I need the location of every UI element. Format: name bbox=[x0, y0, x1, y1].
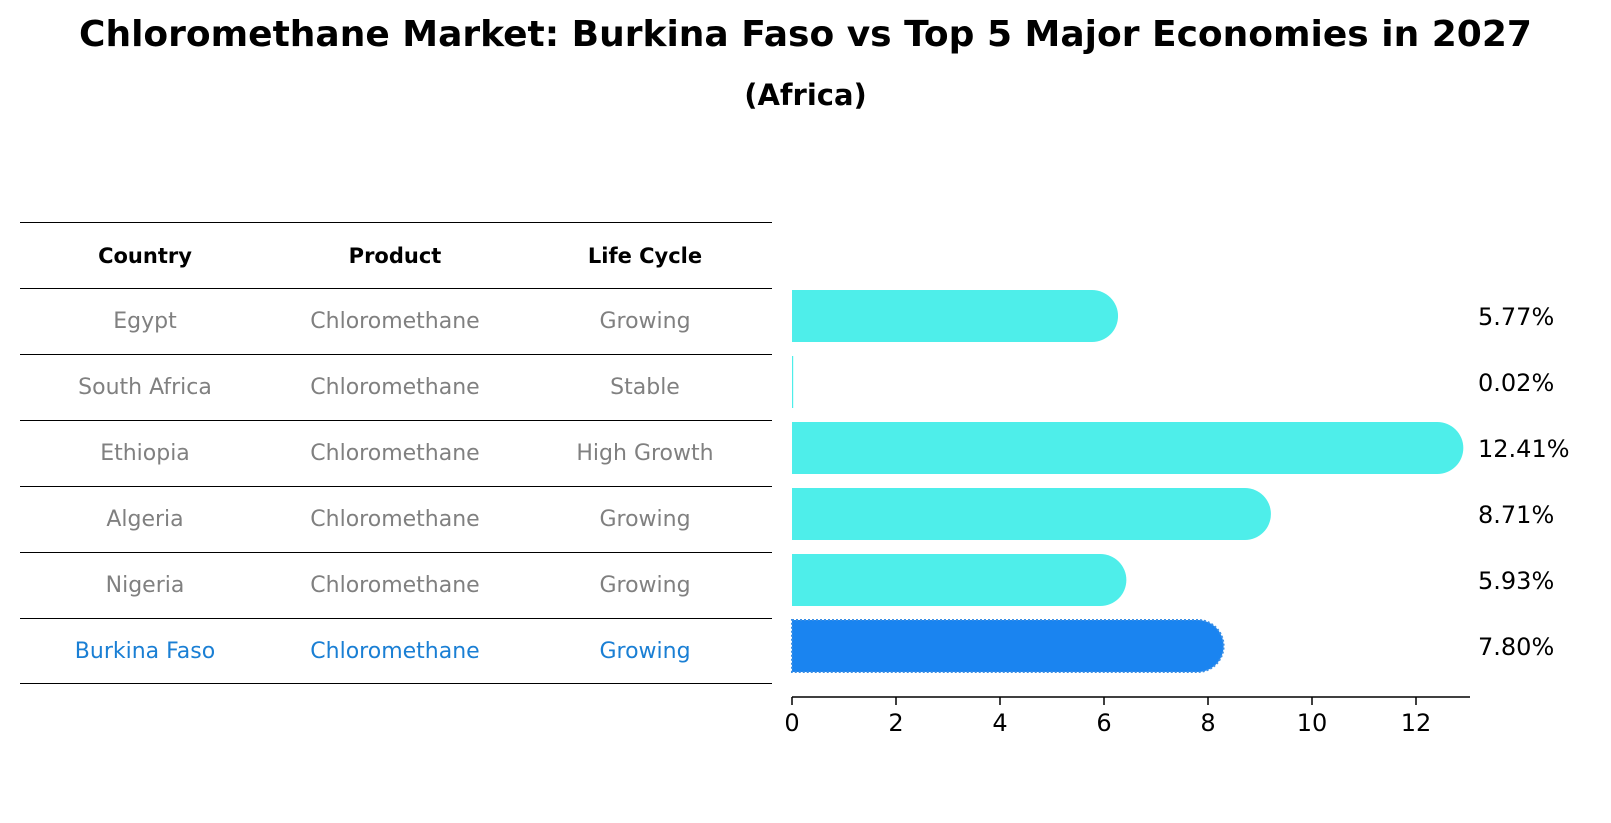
value-label: 12.41% bbox=[1478, 435, 1570, 463]
cell-product: Chloromethane bbox=[310, 375, 480, 400]
table-row: Ethiopia Chloromethane High Growth bbox=[20, 420, 772, 486]
value-label: 5.77% bbox=[1478, 303, 1554, 331]
bar bbox=[792, 290, 1119, 342]
cell-country: South Africa bbox=[78, 375, 212, 400]
cell-country: Burkina Faso bbox=[74, 638, 216, 664]
cell-product: Chloromethane bbox=[310, 638, 480, 664]
value-label: 7.80% bbox=[1478, 633, 1554, 661]
cell-country: Algeria bbox=[106, 507, 184, 532]
cell-country: Ethiopia bbox=[100, 441, 190, 466]
chart-subtitle: (Africa) bbox=[744, 78, 867, 112]
x-tick-label: 2 bbox=[888, 709, 903, 737]
x-tick-label: 10 bbox=[1297, 709, 1328, 737]
bar bbox=[792, 554, 1127, 606]
cell-product: Chloromethane bbox=[310, 309, 480, 334]
x-tick-label: 12 bbox=[1401, 709, 1432, 737]
x-tick-label: 6 bbox=[1096, 709, 1111, 737]
cell-life-cycle: Growing bbox=[599, 507, 691, 532]
bar bbox=[792, 356, 794, 408]
table-row: Algeria Chloromethane Growing bbox=[20, 486, 772, 552]
table-row: Egypt Chloromethane Growing bbox=[20, 288, 772, 354]
value-label: 5.93% bbox=[1478, 567, 1554, 595]
cell-life-cycle: Growing bbox=[599, 638, 691, 664]
header-life-cycle: Life Cycle bbox=[587, 243, 703, 268]
chart-title: Chloromethane Market: Burkina Faso vs To… bbox=[79, 14, 1532, 55]
x-tick-label: 4 bbox=[992, 709, 1007, 737]
header-country: Country bbox=[98, 243, 192, 268]
cell-country: Egypt bbox=[113, 309, 177, 334]
value-label: 0.02% bbox=[1478, 369, 1554, 397]
data-table: Country Product Life Cycle Egypt Chlorom… bbox=[20, 222, 772, 684]
x-tick-label: 0 bbox=[784, 709, 799, 737]
value-label: 8.71% bbox=[1478, 501, 1554, 529]
x-tick-label: 8 bbox=[1200, 709, 1215, 737]
table-row: South Africa Chloromethane Stable bbox=[20, 354, 772, 420]
cell-life-cycle: High Growth bbox=[576, 441, 714, 466]
cell-life-cycle: Stable bbox=[610, 375, 680, 400]
cell-country: Nigeria bbox=[105, 573, 185, 598]
cell-life-cycle: Growing bbox=[599, 573, 691, 598]
table-row: Nigeria Chloromethane Growing bbox=[20, 552, 772, 618]
table-row-highlight: Burkina Faso Chloromethane Growing bbox=[20, 618, 772, 684]
cell-life-cycle: Growing bbox=[599, 309, 691, 334]
bar-highlight-outline bbox=[791, 619, 1225, 673]
header-product: Product bbox=[348, 243, 442, 268]
bar bbox=[792, 488, 1271, 540]
table-header-row: Country Product Life Cycle bbox=[20, 222, 772, 288]
cell-product: Chloromethane bbox=[310, 573, 480, 598]
bar-highlight bbox=[792, 620, 1224, 672]
cell-product: Chloromethane bbox=[310, 507, 480, 532]
cell-product: Chloromethane bbox=[310, 441, 480, 466]
bar bbox=[792, 422, 1464, 474]
